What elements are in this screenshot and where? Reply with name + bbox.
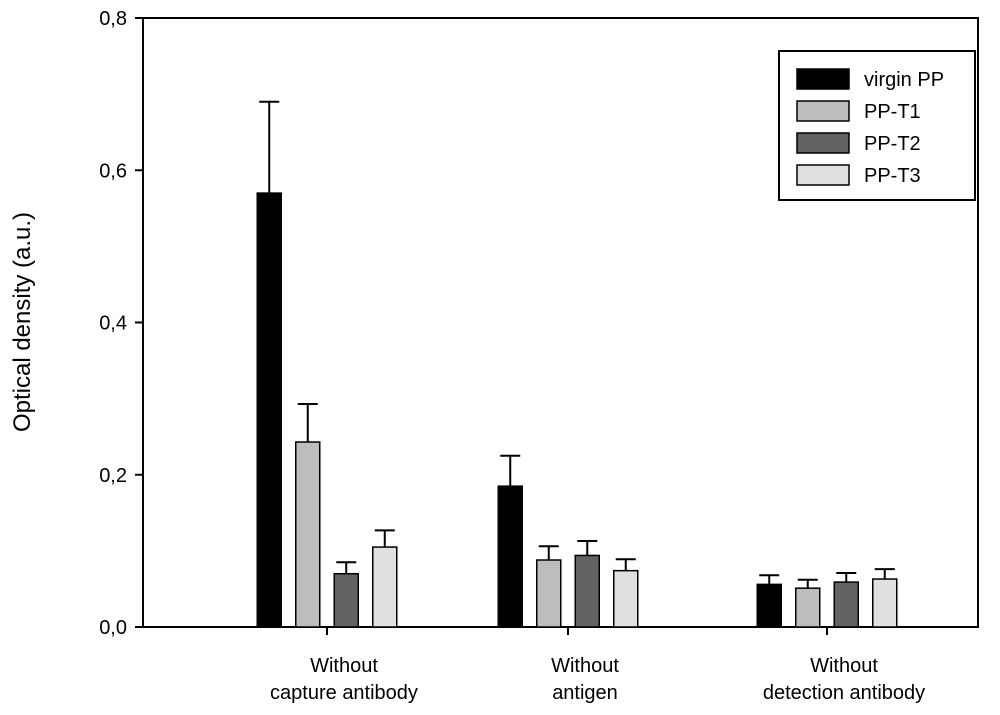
legend-swatch: [796, 100, 850, 122]
bar-pp-t3: [872, 578, 898, 628]
x-category-label-line: detection antibody: [763, 682, 925, 704]
x-category-label-line: capture antibody: [270, 682, 418, 704]
x-category-label-line: Without: [551, 655, 619, 677]
x-category-label: Without antigen: [551, 655, 619, 704]
legend-label: PP-T3: [864, 165, 921, 187]
x-category-label: Without detection antibody: [763, 655, 925, 704]
x-category-label: Without capture antibody: [270, 655, 418, 704]
bar-pp-t2: [833, 581, 859, 628]
y-tick-label: 0,4: [99, 313, 127, 335]
x-category-label-line: antigen: [552, 682, 618, 704]
y-tick-label: 0,0: [99, 617, 127, 639]
legend-swatch: [796, 132, 850, 154]
legend-label: PP-T2: [864, 133, 921, 155]
legend: virgin PP PP-T1 PP-T2 PP-T3: [778, 50, 976, 201]
bar-pp-t1: [295, 441, 321, 628]
bar-virgin-pp: [497, 485, 523, 628]
bar-pp-t1: [795, 587, 821, 628]
y-axis: 0,0 0,2 0,4 0,6 0,8: [99, 8, 143, 639]
bar-virgin-pp: [756, 583, 782, 628]
y-tick-label: 0,6: [99, 160, 127, 182]
bar-virgin-pp: [256, 192, 282, 628]
y-tick-label: 0,2: [99, 465, 127, 487]
bar-pp-t3: [372, 546, 398, 628]
bar-pp-t3: [613, 569, 639, 628]
legend-label: virgin PP: [864, 69, 944, 91]
legend-swatch: [796, 164, 850, 186]
bars-group: [256, 100, 898, 628]
bar-pp-t2: [574, 554, 600, 628]
y-tick-label: 0,8: [99, 8, 127, 30]
legend-label: PP-T1: [864, 101, 921, 123]
y-axis-title: Optical density (a.u.): [9, 212, 36, 432]
bar-pp-t2: [333, 572, 359, 628]
x-category-label-line: Without: [810, 655, 878, 677]
x-category-label-line: Without: [310, 655, 378, 677]
bar-pp-t1: [536, 559, 562, 628]
legend-swatch: [796, 68, 850, 90]
